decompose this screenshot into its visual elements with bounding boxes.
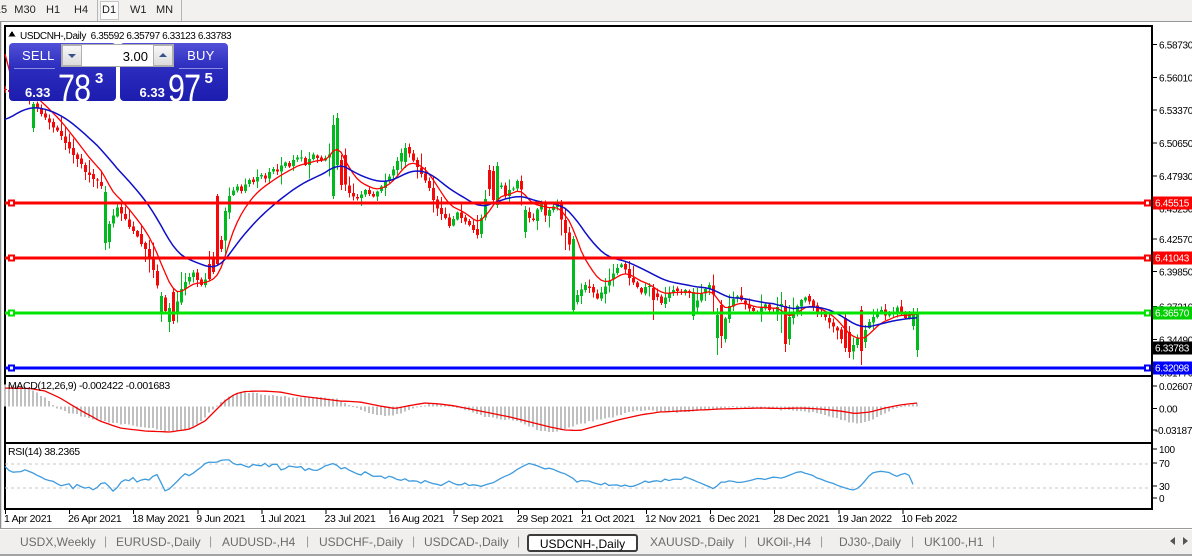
svg-text:70: 70 [1159, 459, 1170, 470]
svg-text:29 Sep 2021: 29 Sep 2021 [517, 513, 574, 525]
svg-text:USDCNH-,Daily 6.35592 6.35797: USDCNH-,Daily 6.35592 6.35797 6.33123 6.… [20, 31, 232, 42]
svg-text:18 May 2021: 18 May 2021 [132, 513, 190, 525]
svg-text:6.56010: 6.56010 [1159, 74, 1192, 85]
svg-text:0.00: 0.00 [1159, 405, 1178, 416]
svg-text:100: 100 [1159, 445, 1176, 456]
svg-text:19 Jan 2022: 19 Jan 2022 [837, 513, 892, 525]
svg-text:MACD(12,26,9) -0.002422 -0.001: MACD(12,26,9) -0.002422 -0.001683 [8, 380, 170, 392]
svg-text:12 Nov 2021: 12 Nov 2021 [645, 513, 702, 525]
svg-text:6.58730: 6.58730 [1159, 41, 1192, 52]
svg-text:0: 0 [1159, 494, 1165, 505]
svg-text:28 Dec 2021: 28 Dec 2021 [773, 513, 830, 525]
svg-text:6.42570: 6.42570 [1159, 235, 1192, 246]
svg-text:1 Apr 2021: 1 Apr 2021 [4, 513, 52, 525]
svg-text:6.39850: 6.39850 [1159, 268, 1192, 279]
svg-text:6.34490: 6.34490 [1159, 336, 1192, 347]
svg-text:6.33783: 6.33783 [1155, 344, 1190, 355]
svg-text:6.47930: 6.47930 [1159, 172, 1192, 183]
svg-text:7 Sep 2021: 7 Sep 2021 [453, 513, 504, 525]
svg-text:6.45250: 6.45250 [1159, 205, 1192, 216]
svg-text:6.50650: 6.50650 [1159, 139, 1192, 150]
svg-text:16 Aug 2021: 16 Aug 2021 [389, 513, 445, 525]
svg-text:23 Jul 2021: 23 Jul 2021 [325, 513, 376, 525]
svg-text:9 Jun 2021: 9 Jun 2021 [196, 513, 245, 525]
svg-text:30: 30 [1159, 482, 1170, 493]
svg-text:6.53370: 6.53370 [1159, 106, 1192, 117]
svg-text:10 Feb 2022: 10 Feb 2022 [901, 513, 957, 525]
svg-text:21 Oct 2021: 21 Oct 2021 [581, 513, 635, 525]
svg-text:6.36570: 6.36570 [1155, 309, 1190, 320]
svg-text:6.32098: 6.32098 [1155, 364, 1190, 375]
svg-text:6.45515: 6.45515 [1155, 199, 1190, 210]
svg-text:1 Jul 2021: 1 Jul 2021 [260, 513, 306, 525]
svg-text:RSI(14) 38.2365: RSI(14) 38.2365 [8, 446, 80, 458]
svg-text:0.02607: 0.02607 [1159, 382, 1192, 393]
svg-text:-0.03187: -0.03187 [1155, 426, 1192, 437]
svg-text:26 Apr 2021: 26 Apr 2021 [68, 513, 122, 525]
svg-text:6 Dec 2021: 6 Dec 2021 [709, 513, 760, 525]
svg-text:6.41043: 6.41043 [1155, 254, 1190, 265]
